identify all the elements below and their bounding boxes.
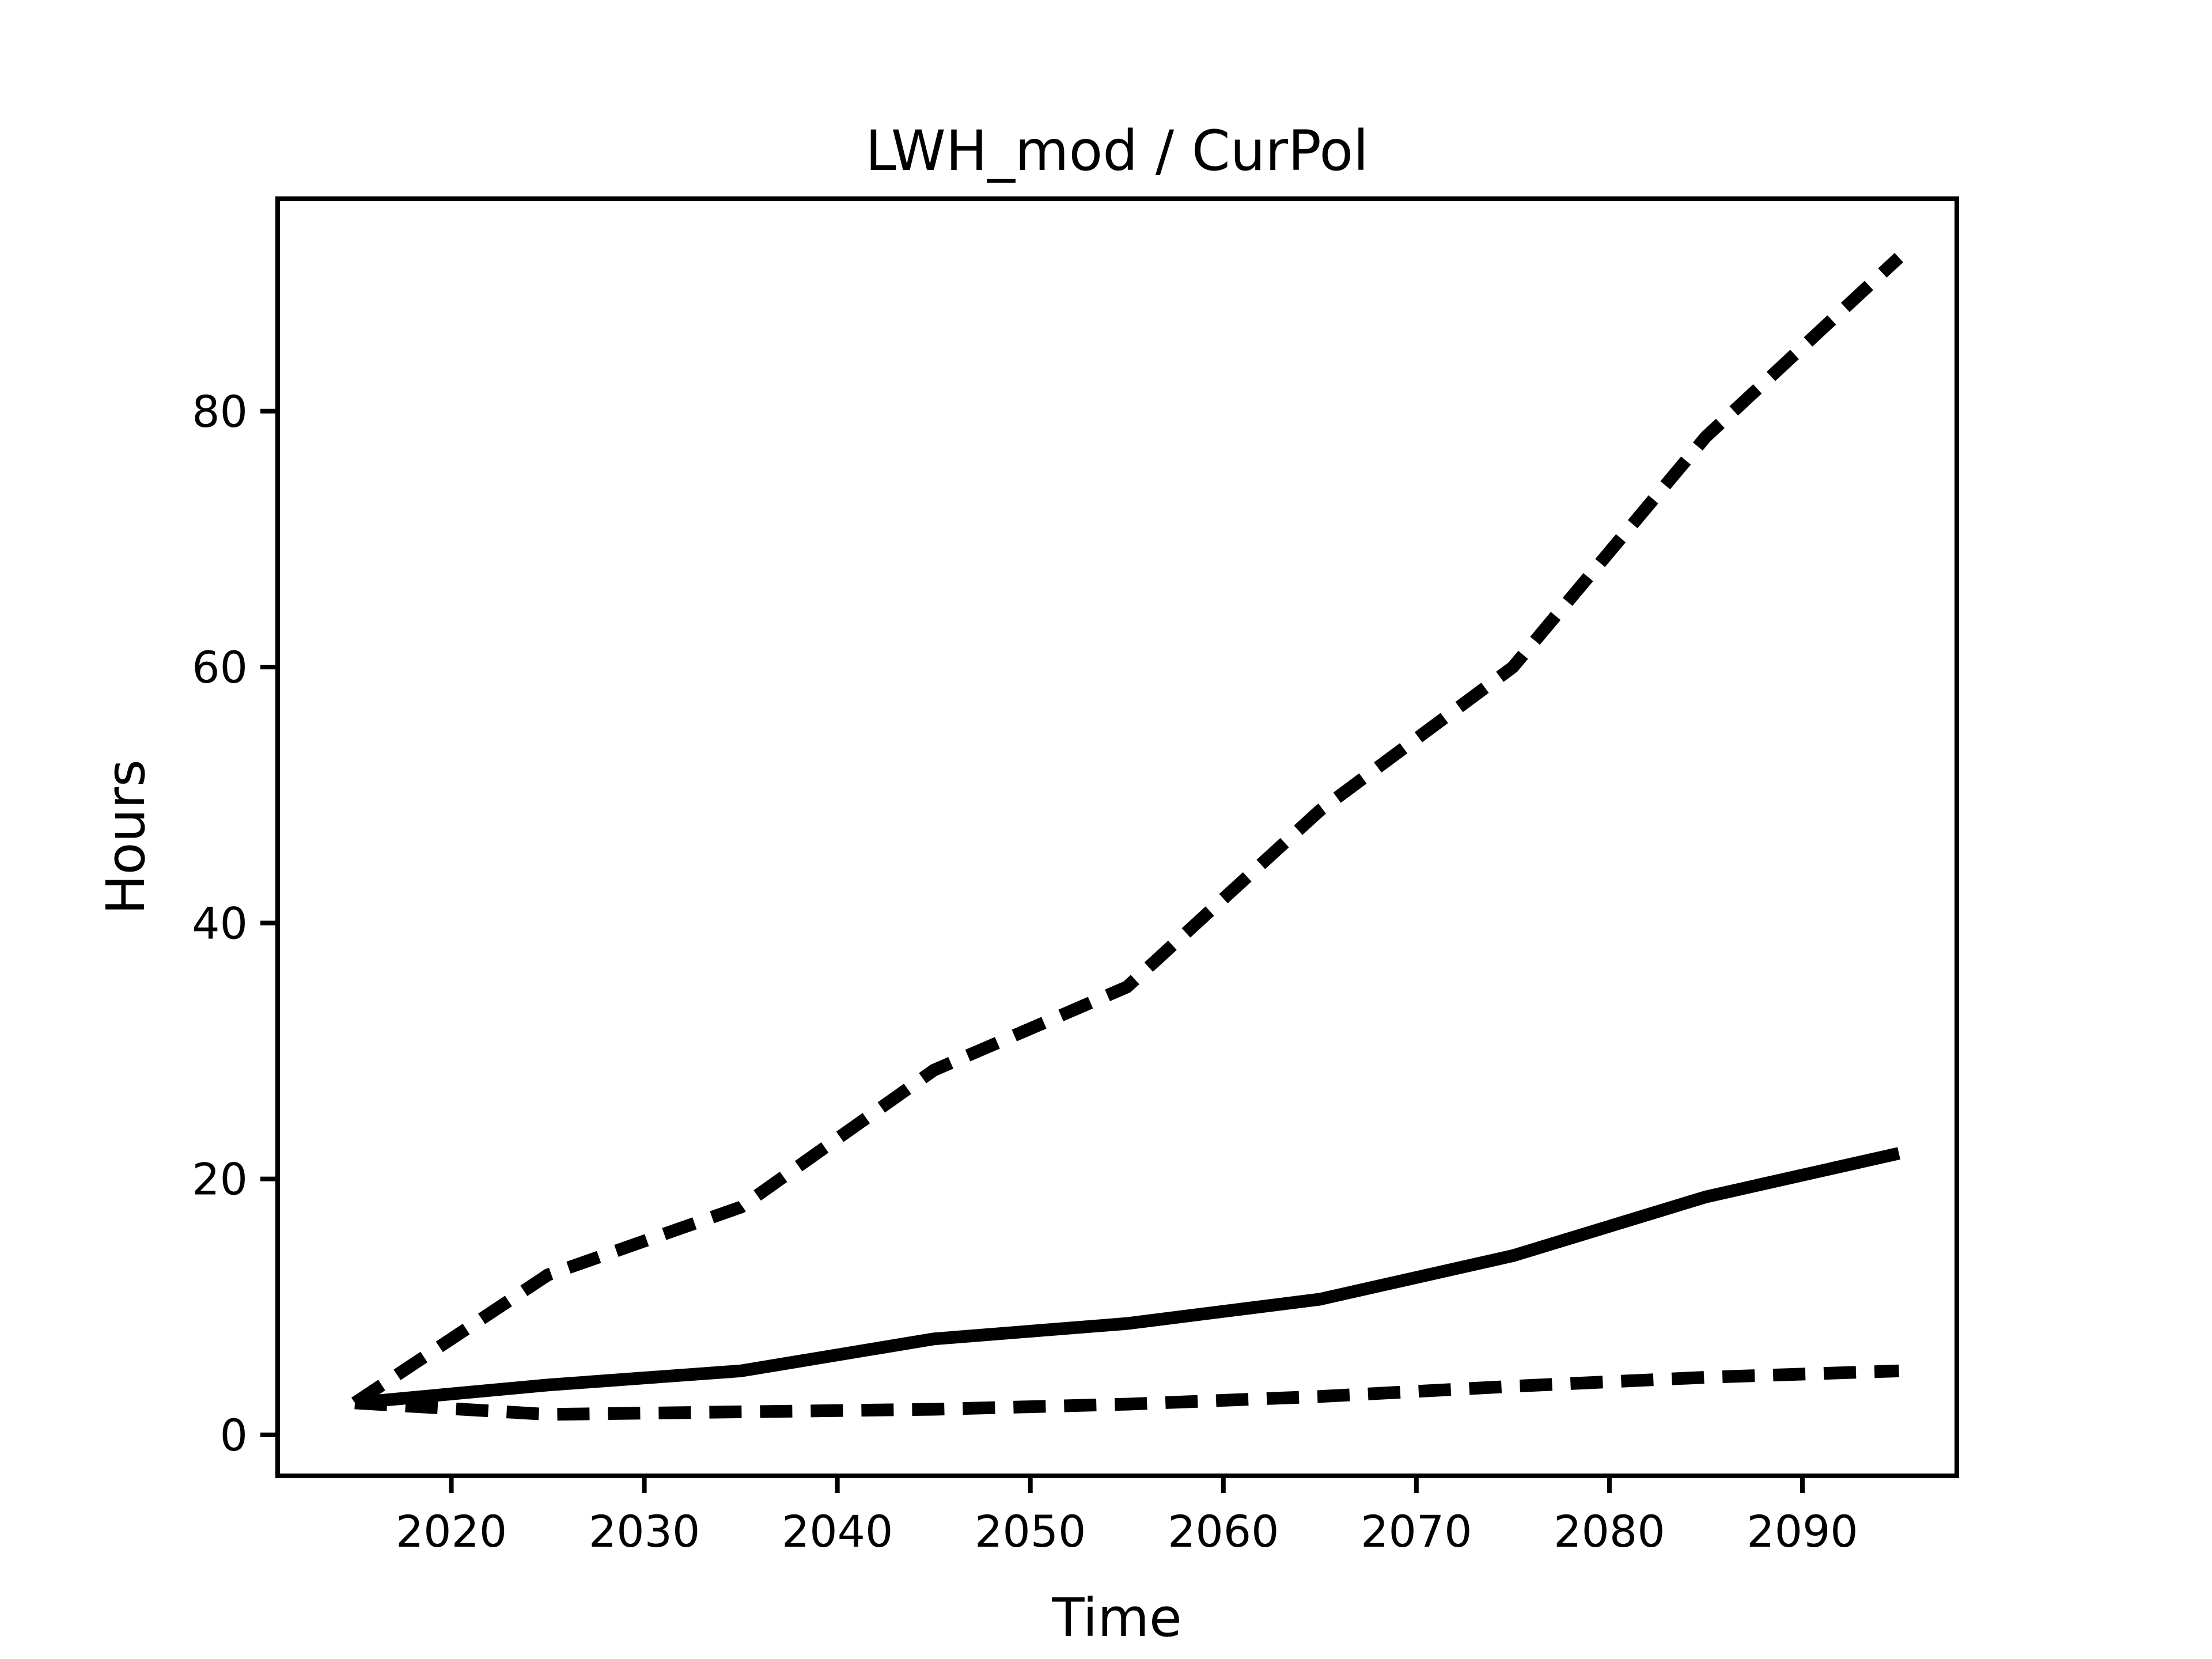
- y-tick-label: 0: [220, 1410, 248, 1461]
- y-tick-label: 80: [192, 386, 248, 437]
- y-axis-label: Hours: [95, 759, 157, 915]
- y-tick-label: 60: [192, 642, 248, 693]
- x-tick-label: 2050: [975, 1506, 1086, 1557]
- y-tick-label: 40: [192, 897, 248, 949]
- y-tick-label: 20: [192, 1154, 248, 1205]
- chart-title: LWH_mod / CurPol: [865, 119, 1369, 183]
- x-axis-label: Time: [1051, 1587, 1181, 1649]
- x-tick-label: 2060: [1168, 1506, 1279, 1557]
- series-solid-line: [354, 1147, 1900, 1410]
- series-upper_dashed-line: [351, 253, 1903, 1408]
- x-tick-label: 2070: [1361, 1506, 1472, 1557]
- x-tick-label: 2020: [396, 1506, 507, 1557]
- x-tick-label: 2080: [1554, 1506, 1665, 1557]
- x-tick-label: 2040: [782, 1506, 893, 1557]
- axes-group: 2020 2030 2040 2050 2060 2070 2080 209002040608…: [192, 196, 1959, 1557]
- x-tick-label: 2090: [1747, 1506, 1858, 1557]
- series-group: [351, 253, 1903, 1421]
- axes-frame: [275, 196, 1959, 1478]
- series-lower_dashed-line: [354, 1364, 1899, 1421]
- x-tick-label: 2030: [589, 1506, 700, 1557]
